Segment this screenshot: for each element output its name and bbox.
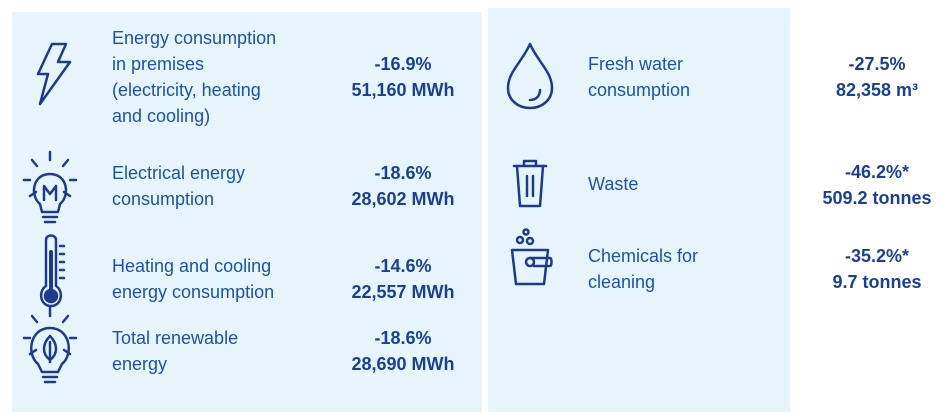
item-amount: 9.7 tonnes [832,272,922,292]
cleaning-bucket-icon [510,228,553,286]
item-amount: 509.2 tonnes [822,188,932,208]
item-amount: 82,358 m³ [835,80,919,100]
item-label: Fresh water [588,54,684,74]
item-label: and cooling) [112,106,211,126]
item-change: -46.2%* [844,162,910,182]
item-amount: 22,557 MWh [351,282,455,302]
item-label: energy [112,354,168,374]
item-label: energy consumption [112,282,275,302]
item-change: -14.6% [374,256,432,276]
item-label: Electrical energy [112,163,246,183]
item-amount: 51,160 MWh [351,80,455,100]
item-change: -27.5% [848,54,906,74]
item-change: -18.6% [374,163,432,183]
item-label: Chemicals for [588,246,699,266]
item-label: (electricity, heating [112,80,261,100]
item-change: -35.2%* [844,246,910,266]
water-drop-icon [506,42,554,110]
item-amount: 28,690 MWh [351,354,455,374]
bulb-icon [22,150,78,224]
lightning-icon [36,42,72,106]
item-label: Waste [588,174,639,194]
item-label: Total renewable [112,328,239,348]
item-label: consumption [112,189,215,209]
waste-bin-icon [512,159,548,208]
item-label: cleaning [588,272,656,292]
left-panel [12,12,482,412]
item-change: -18.6% [374,328,432,348]
item-label: Heating and cooling [112,256,272,276]
thermometer-icon [39,234,66,308]
right-panel [488,8,790,412]
renewable-bulb-icon [22,306,78,384]
item-change: -16.9% [374,54,432,74]
item-label: consumption [588,80,691,100]
item-label: in premises [112,54,205,74]
item-amount: 28,602 MWh [351,189,455,209]
item-label: Energy consumption [112,28,277,48]
